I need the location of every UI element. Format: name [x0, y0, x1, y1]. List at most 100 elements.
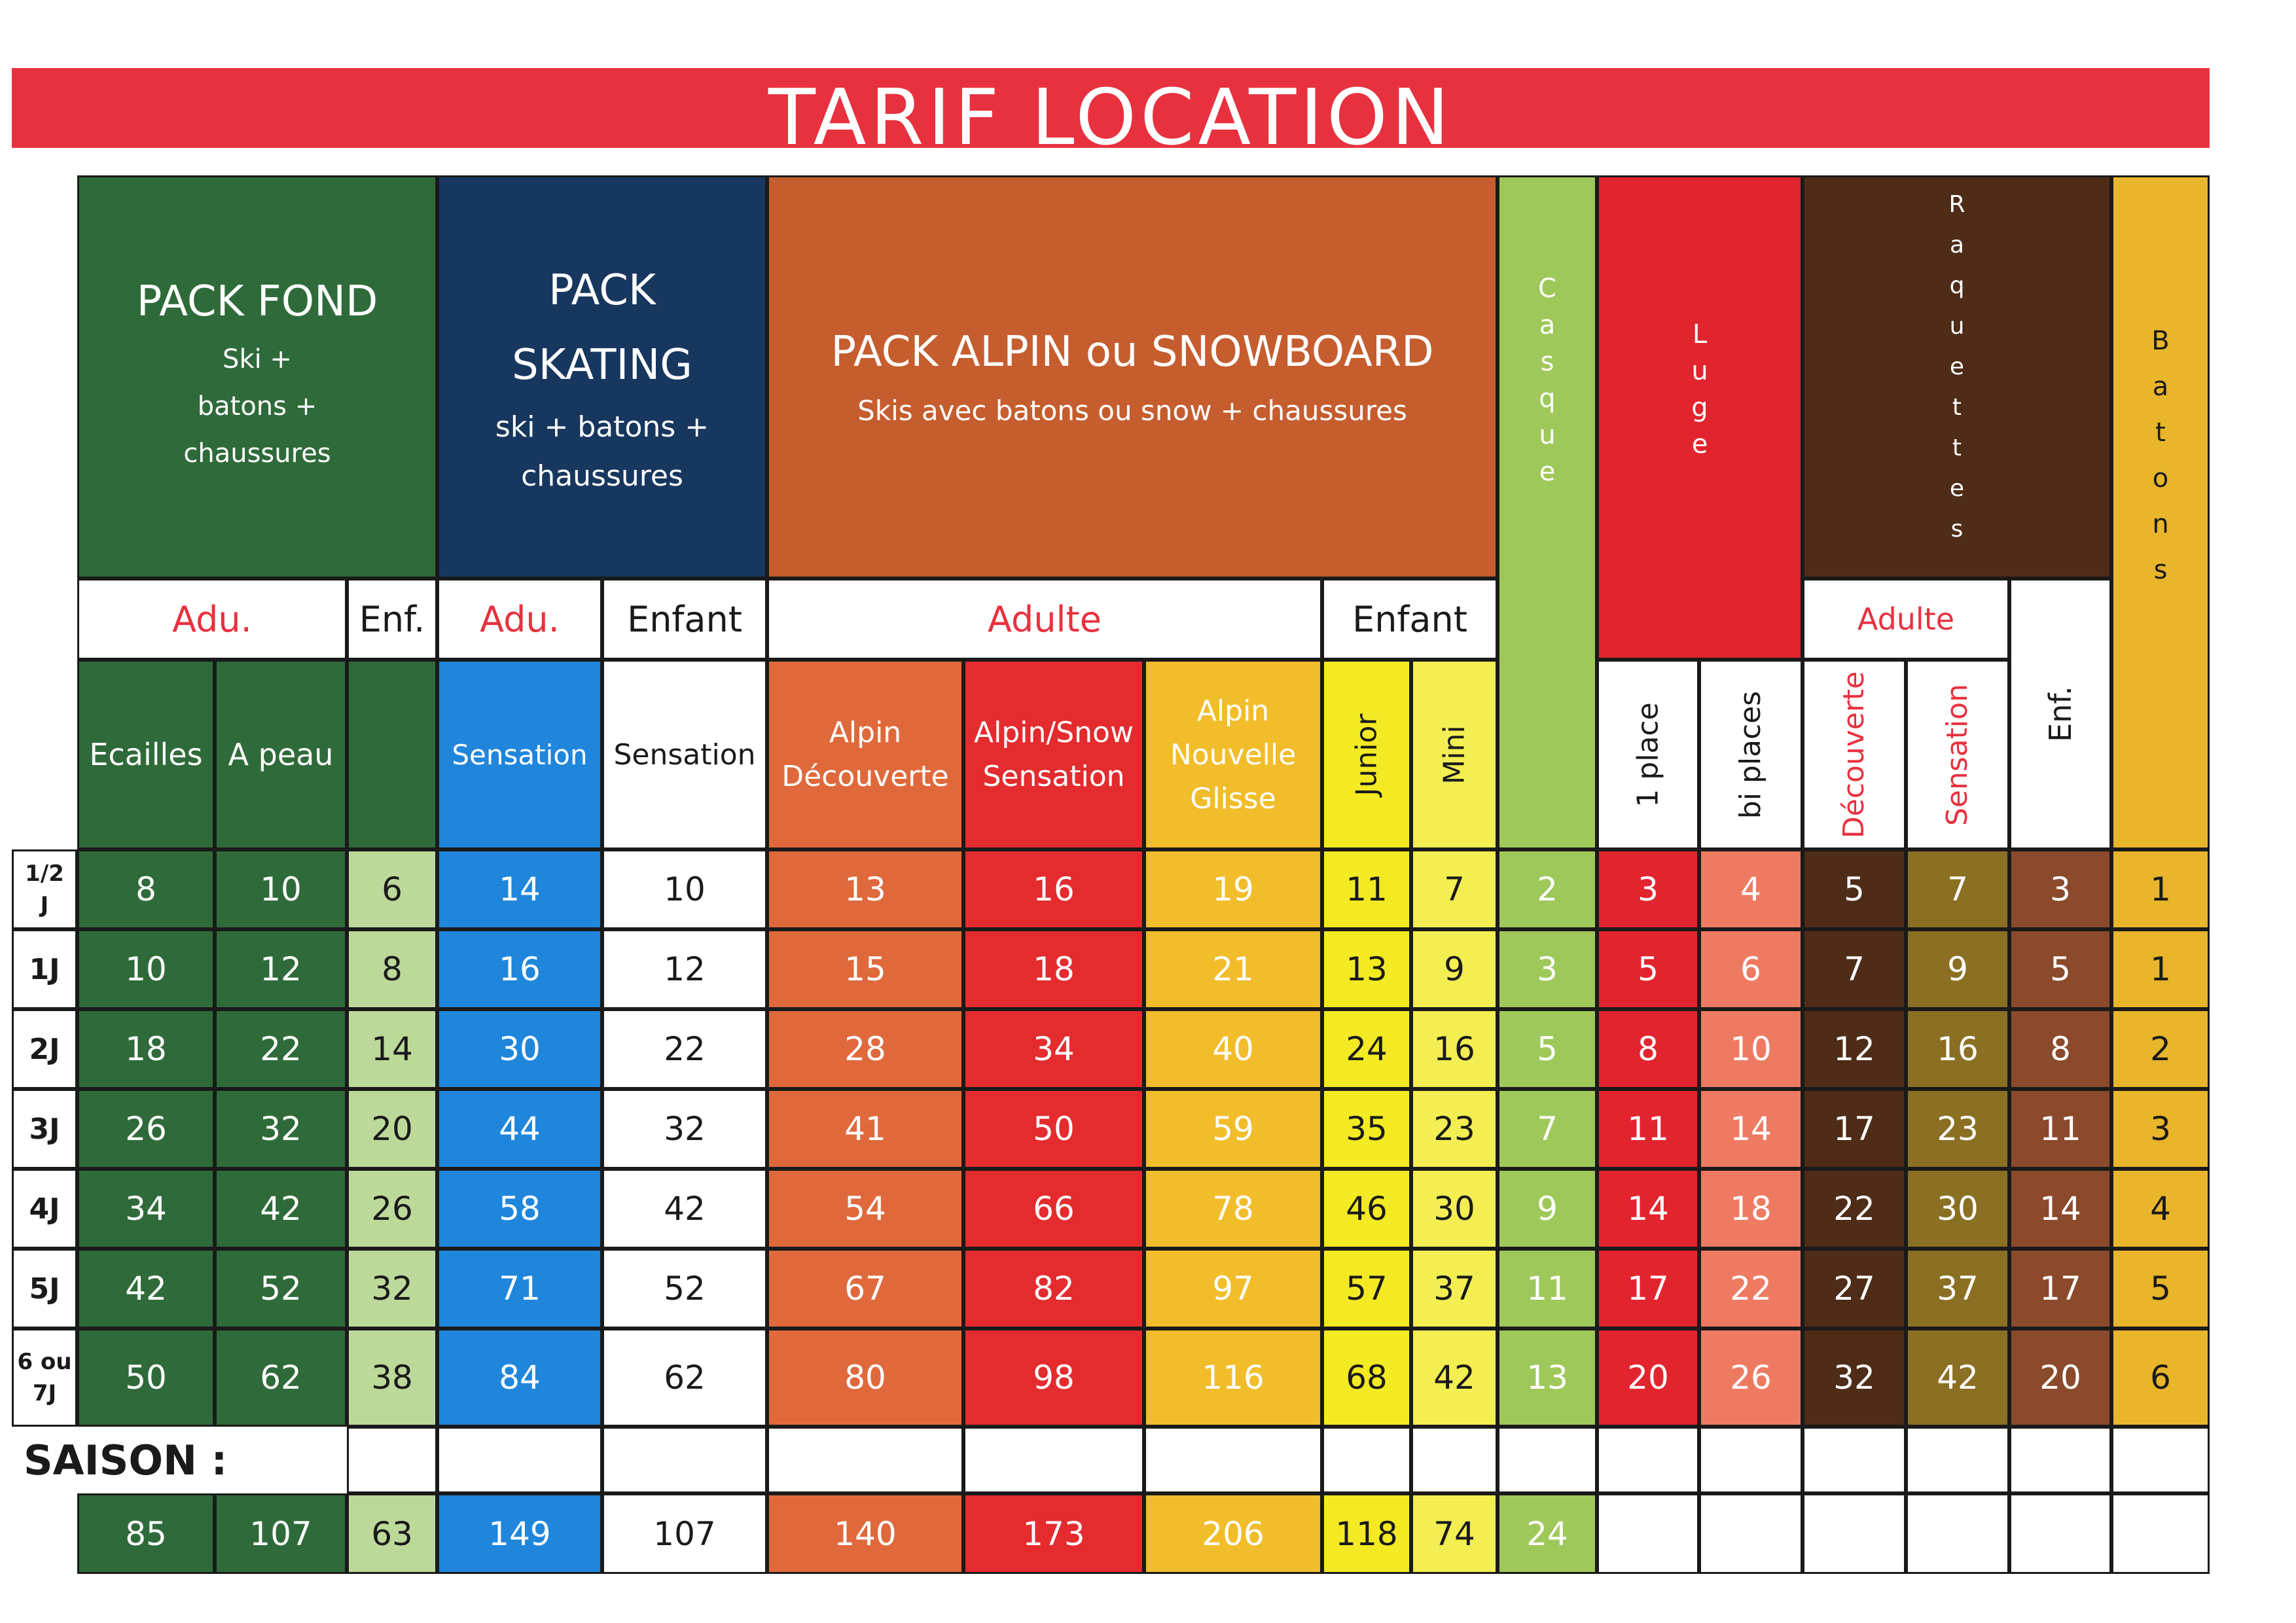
- saison-label: SAISON :: [12, 1427, 346, 1493]
- price-value: 26: [1730, 1359, 1772, 1397]
- price-value: 5: [2050, 950, 2071, 988]
- price-value: 5: [1844, 870, 1865, 908]
- col-skating-sensation-adu-text: Sensation: [452, 738, 588, 771]
- row-label: 5J: [12, 1249, 77, 1329]
- col-alpin-glisse: Alpin Nouvelle Glisse: [1144, 660, 1322, 849]
- raquettes-label-letter: q: [1949, 272, 1965, 299]
- price-value: 59: [1212, 1110, 1254, 1148]
- price-cell: 9: [1498, 1169, 1597, 1249]
- price-cell: 20: [2009, 1329, 2111, 1427]
- price-value: 11: [1526, 1270, 1568, 1308]
- price-value: 66: [1033, 1190, 1075, 1228]
- price-cell: 42: [215, 1169, 347, 1249]
- pack-skating-header: PACK SKATING ski + batons + chaussures: [437, 175, 767, 579]
- price-value: 34: [1033, 1030, 1075, 1068]
- price-value: 46: [1346, 1190, 1388, 1228]
- price-value: 22: [1833, 1190, 1875, 1228]
- price-value: 84: [499, 1359, 541, 1397]
- saison-price-cell: 107: [215, 1493, 347, 1574]
- price-value: 3: [2050, 870, 2071, 908]
- price-value: 14: [1627, 1190, 1669, 1228]
- luge-label-letter: g: [1691, 393, 1708, 423]
- price-cell: 12: [602, 929, 767, 1009]
- price-value: 12: [1833, 1030, 1875, 1068]
- casque-label-letter: s: [1540, 347, 1554, 377]
- pack-alpin-subtitle: Skis avec batons ou snow + chaussures: [857, 394, 1407, 427]
- price-cell: 32: [602, 1089, 767, 1169]
- price-value: 23: [1937, 1110, 1979, 1148]
- price-value: 67: [844, 1270, 886, 1308]
- price-value: 19: [1212, 870, 1254, 908]
- saison-price-value: 107: [653, 1514, 716, 1553]
- price-cell: 32: [347, 1249, 437, 1329]
- price-cell: 17: [1803, 1089, 1906, 1169]
- saison-label-text: SAISON :: [24, 1436, 228, 1484]
- saison-price-value: 63: [371, 1514, 413, 1553]
- price-cell: 54: [767, 1169, 963, 1249]
- price-value: 7: [1844, 950, 1865, 988]
- price-value: 57: [1346, 1270, 1388, 1308]
- price-cell: 26: [1699, 1329, 1803, 1427]
- saison-price-cell: 149: [437, 1493, 602, 1574]
- batons-label-letter: B: [2151, 326, 2170, 356]
- price-cell: 8: [77, 849, 215, 929]
- price-cell: 52: [602, 1249, 767, 1329]
- price-value: 42: [260, 1190, 302, 1228]
- price-cell: 35: [1322, 1089, 1411, 1169]
- price-cell: 22: [1803, 1169, 1906, 1249]
- row-label: 1/2 J: [12, 849, 77, 929]
- price-cell: 20: [1597, 1329, 1699, 1427]
- price-cell: 41: [767, 1089, 963, 1169]
- price-value: 22: [664, 1030, 706, 1068]
- price-value: 9: [1947, 950, 1968, 988]
- price-cell: 14: [437, 849, 602, 929]
- raquettes-enf-label: Enf.: [2009, 579, 2111, 849]
- price-cell: 116: [1144, 1329, 1322, 1427]
- price-value: 42: [664, 1190, 706, 1228]
- saison-price-cell: 206: [1144, 1493, 1322, 1574]
- row-label: 3J: [12, 1089, 77, 1169]
- skating-enf-text: Enfant: [627, 598, 742, 640]
- price-value: 22: [1730, 1270, 1772, 1308]
- price-value: 26: [371, 1190, 413, 1228]
- pack-skating-line: ski + batons +: [495, 410, 709, 444]
- price-value: 42: [1937, 1359, 1979, 1397]
- price-cell: 16: [963, 849, 1144, 929]
- row-label-text: 4J: [29, 1192, 60, 1226]
- price-cell: 30: [437, 1009, 602, 1089]
- row-label-text: 3J: [29, 1112, 60, 1146]
- price-value: 2: [2150, 1030, 2171, 1068]
- price-cell: 14: [347, 1009, 437, 1089]
- price-value: 11: [1627, 1110, 1669, 1148]
- raquettes-label-letter: u: [1949, 313, 1965, 340]
- pack-fond-header: PACK FOND Ski + batons + chaussures: [77, 175, 437, 579]
- saison-price-cell: [1699, 1493, 1803, 1574]
- price-cell: 13: [1322, 929, 1411, 1009]
- pack-fond-line: batons +: [197, 391, 317, 422]
- price-value: 68: [1346, 1359, 1388, 1397]
- price-value: 27: [1833, 1270, 1875, 1308]
- luge-label-letter: u: [1691, 356, 1708, 386]
- price-value: 44: [499, 1110, 541, 1148]
- col-raq-sensation-text: Sensation: [1941, 683, 1975, 826]
- saison-price-cell: 140: [767, 1493, 963, 1574]
- col-skating-sensation-enf: Sensation: [602, 660, 767, 849]
- price-cell: 22: [1699, 1249, 1803, 1329]
- saison-spacer-cell: [1906, 1427, 2009, 1493]
- price-cell: 50: [77, 1329, 215, 1427]
- price-cell: 11: [2009, 1089, 2111, 1169]
- price-value: 11: [1346, 870, 1388, 908]
- price-cell: 42: [1411, 1329, 1498, 1427]
- saison-price-value: 24: [1526, 1514, 1568, 1553]
- price-cell: 52: [215, 1249, 347, 1329]
- row-label-text: J: [40, 892, 49, 918]
- saison-price-value: 118: [1335, 1514, 1398, 1553]
- alpin-adulte-label: Adulte: [767, 579, 1322, 660]
- price-cell: 46: [1322, 1169, 1411, 1249]
- saison-spacer-cell: [347, 1427, 437, 1493]
- price-value: 50: [125, 1359, 167, 1397]
- price-cell: 17: [2009, 1249, 2111, 1329]
- price-cell: 16: [1906, 1009, 2009, 1089]
- price-cell: 7: [1803, 929, 1906, 1009]
